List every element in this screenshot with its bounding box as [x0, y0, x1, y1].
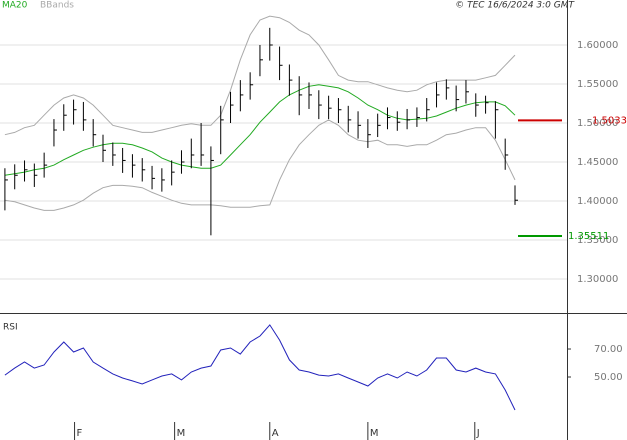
ma-label: MA20 — [2, 1, 28, 11]
rsi-title: RSI — [3, 323, 18, 333]
y-tick-label: 1.60000 — [577, 40, 618, 51]
series-line — [4, 84, 516, 176]
series-line — [4, 15, 516, 136]
x-tick-label: M — [177, 428, 186, 439]
source: © TEC 16/6/2024 3:0 GMT — [455, 1, 575, 11]
series-line — [4, 119, 516, 211]
x-tick-label: M — [370, 428, 379, 439]
level-label: 1.5033 — [592, 115, 627, 126]
bb-label: BBands — [40, 1, 74, 11]
y-tick-label: 1.45000 — [577, 157, 618, 168]
series-line — [4, 324, 516, 411]
x-tick-label: J — [476, 428, 480, 439]
y-tick-label: 70.00 — [594, 344, 623, 355]
x-tick-label: A — [272, 428, 279, 439]
y-tick-label: 1.30000 — [577, 274, 618, 285]
y-tick-label: 1.50000 — [577, 118, 618, 129]
y-tick-label: 1.35000 — [577, 235, 618, 246]
y-tick-label: 1.40000 — [577, 196, 618, 207]
y-tick-label: 1.55000 — [577, 79, 618, 90]
x-tick-label: F — [77, 428, 83, 439]
y-tick-label: 50.00 — [594, 372, 623, 383]
level-label: 1.35511 — [568, 231, 609, 242]
